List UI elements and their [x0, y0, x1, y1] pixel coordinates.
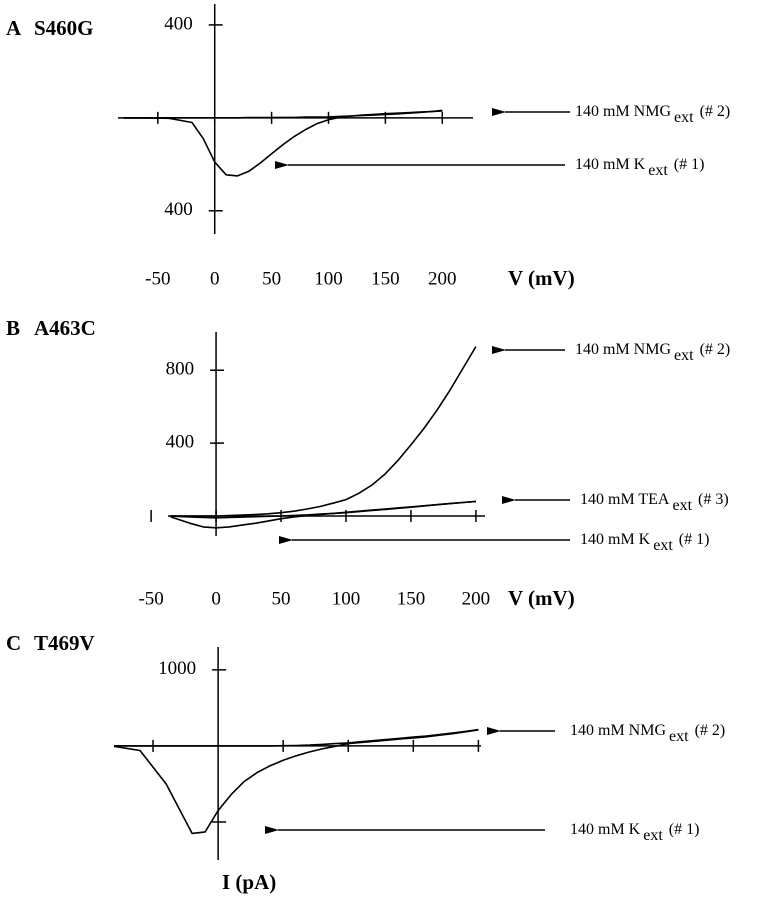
panel-letter: A	[6, 16, 22, 40]
x-tick-label: 200	[428, 268, 457, 289]
panel-letter: B	[6, 316, 20, 340]
x-tick-label: 150	[397, 588, 426, 609]
x-tick-label: 50	[262, 268, 281, 289]
trace-name-sub: ext	[653, 537, 673, 554]
x-axis-label: V (mV)	[508, 586, 575, 610]
x-tick-label: 100	[314, 268, 343, 289]
panel-title: T469V	[34, 631, 95, 655]
current-trace	[170, 346, 477, 517]
trace-label: 140 mM NMG ext (# 2)	[570, 722, 725, 745]
y-tick-label: 1000	[158, 658, 196, 679]
current-trace	[123, 109, 443, 119]
trace-note: (# 1)	[669, 821, 700, 838]
trace-name-sub: ext	[674, 109, 694, 126]
panel-title: A463C	[34, 316, 96, 340]
trace-name: 140 mM K	[575, 156, 646, 173]
trace-note: (# 3)	[698, 491, 729, 508]
trace-name-sub: ext	[674, 347, 694, 364]
y-tick-label: 800	[166, 359, 195, 380]
y-tick-label: 400	[164, 13, 193, 34]
trace-name: 140 mM K	[580, 531, 651, 548]
panel-title: S460G	[34, 16, 94, 40]
trace-label: 140 mM NMG ext (# 2)	[575, 341, 730, 364]
trace-name: 140 mM K	[570, 821, 641, 838]
trace-name: 140 mM NMG	[570, 722, 666, 739]
y-tick-label: 400	[166, 431, 195, 452]
trace-name-sub: ext	[643, 827, 663, 844]
trace-label: 140 mM TEA ext (# 3)	[580, 491, 729, 514]
trace-note: (# 1)	[679, 531, 710, 548]
trace-note: (# 2)	[700, 103, 731, 120]
trace-name: 140 mM TEA	[580, 491, 670, 508]
current-trace	[113, 729, 479, 835]
x-tick-label: 0	[211, 588, 221, 609]
trace-name: 140 mM NMG	[575, 103, 671, 120]
trace-note: (# 2)	[695, 722, 726, 739]
x-tick-label: 150	[371, 268, 400, 289]
x-tick-label: -50	[145, 268, 170, 289]
x-tick-label: -50	[138, 588, 163, 609]
x-tick-label: 50	[272, 588, 291, 609]
trace-name-sub: ext	[669, 728, 689, 745]
trace-name-sub: ext	[672, 497, 692, 514]
trace-note: (# 2)	[700, 341, 731, 358]
trace-note: (# 1)	[674, 156, 705, 173]
x-tick-label: 200	[462, 588, 491, 609]
current-trace	[123, 110, 443, 177]
trace-name-sub: ext	[648, 162, 668, 179]
current-trace	[170, 500, 476, 529]
panel-letter: C	[6, 631, 21, 655]
x-axis-label: V (mV)	[508, 266, 575, 290]
x-tick-label: 100	[332, 588, 361, 609]
trace-label: 140 mM NMG ext (# 2)	[575, 103, 730, 126]
trace-name: 140 mM NMG	[575, 341, 671, 358]
y-tick-label: 400	[164, 199, 193, 220]
y-axis-label: I (pA)	[222, 870, 276, 894]
x-tick-label: 0	[210, 268, 220, 289]
